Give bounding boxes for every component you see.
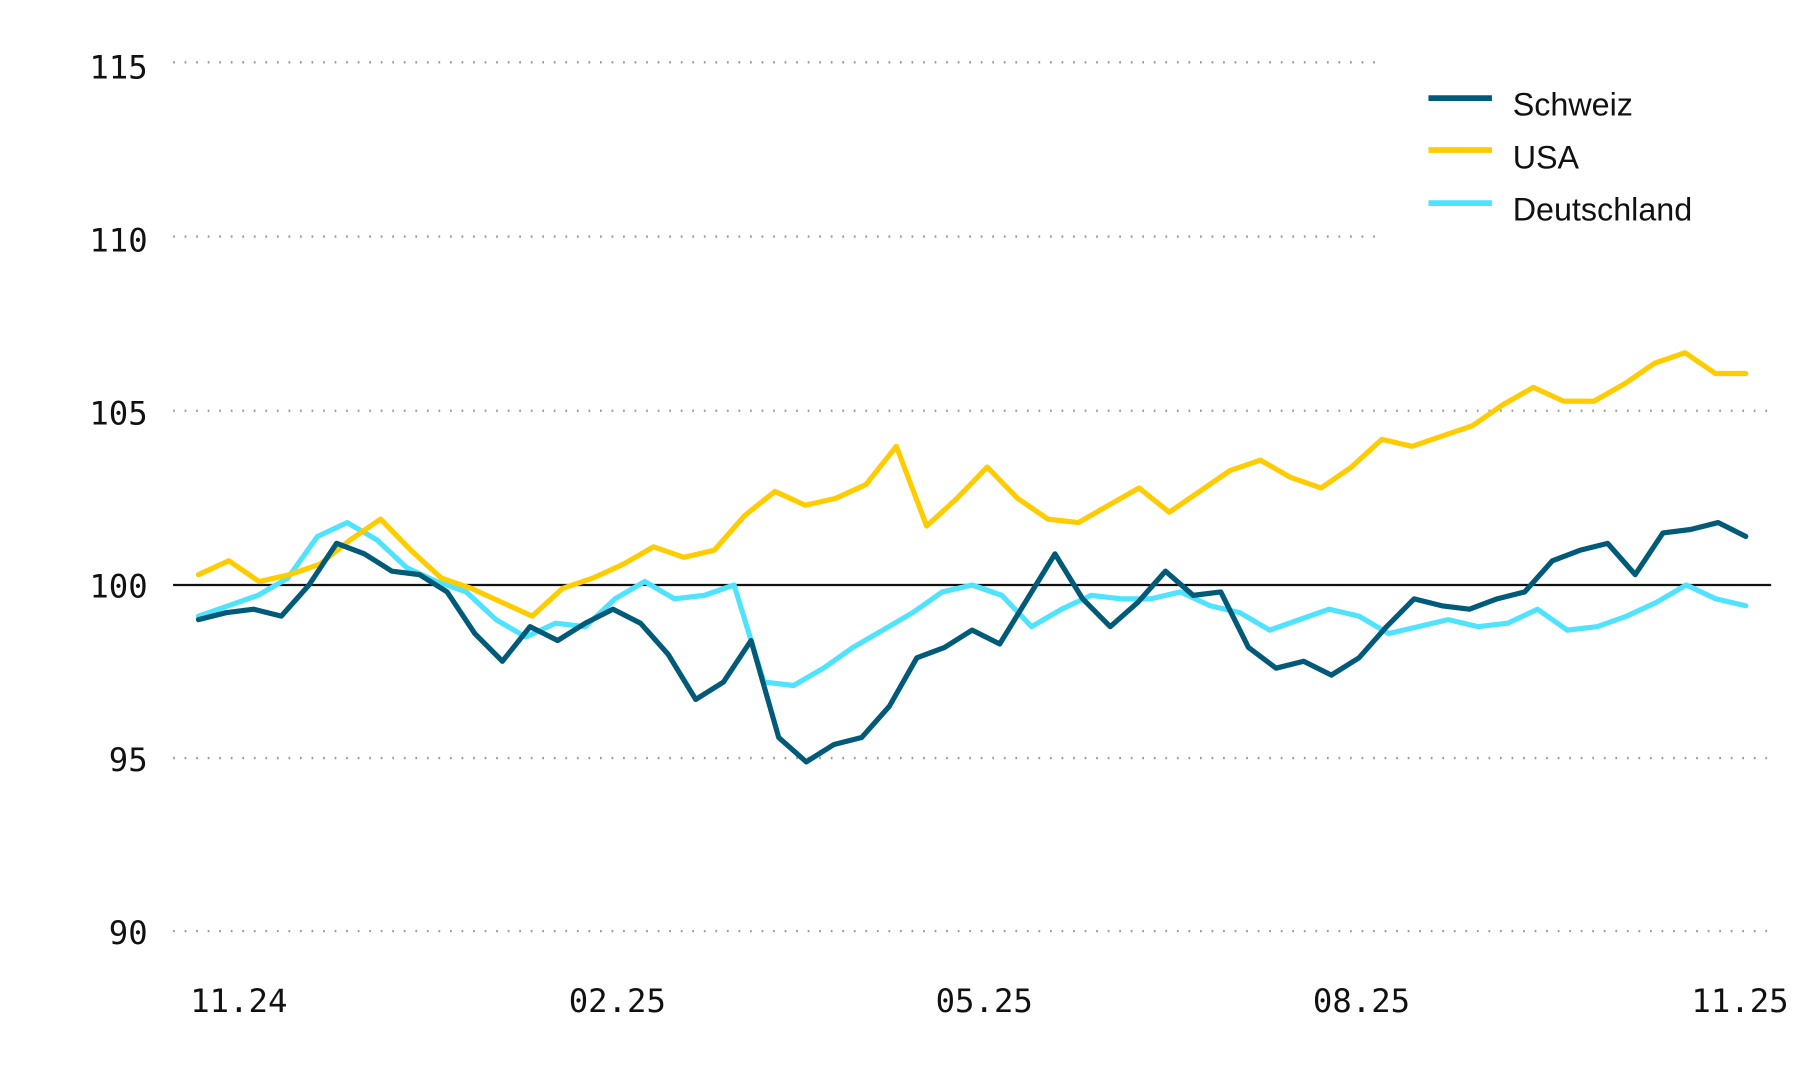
series-layer <box>195 350 1749 765</box>
x-tick-label: 05.25 <box>936 982 1033 1020</box>
y-tick-label: 90 <box>109 914 148 952</box>
y-tick-label: 100 <box>89 568 147 606</box>
y-axis: 115 110 105 100 95 90 <box>89 48 147 951</box>
series-line-deutschland <box>195 519 1749 689</box>
legend-label: Schweiz <box>1513 86 1633 122</box>
x-tick-label: 11.25 <box>1691 982 1788 1020</box>
legend-label: USA <box>1513 139 1580 175</box>
legend-label: Deutschland <box>1513 191 1693 227</box>
legend-item-usa: USA <box>1428 139 1580 175</box>
x-tick-label: 02.25 <box>569 982 666 1020</box>
legend-item-deutschland: Deutschland <box>1428 191 1692 227</box>
y-tick-label: 95 <box>109 741 148 779</box>
y-tick-label: 110 <box>89 222 147 260</box>
y-tick-label: 115 <box>89 48 147 86</box>
series-line-usa <box>195 350 1749 619</box>
x-axis: 11.24 02.25 05.25 08.25 11.25 <box>190 982 1788 1020</box>
legend-item-schweiz: Schweiz <box>1428 86 1633 122</box>
x-tick-label: 11.24 <box>190 982 287 1020</box>
legend: Schweiz USA Deutschland <box>1428 86 1692 227</box>
series-line-schweiz <box>195 519 1749 765</box>
x-tick-label: 08.25 <box>1313 982 1410 1020</box>
y-tick-label: 105 <box>89 395 147 433</box>
